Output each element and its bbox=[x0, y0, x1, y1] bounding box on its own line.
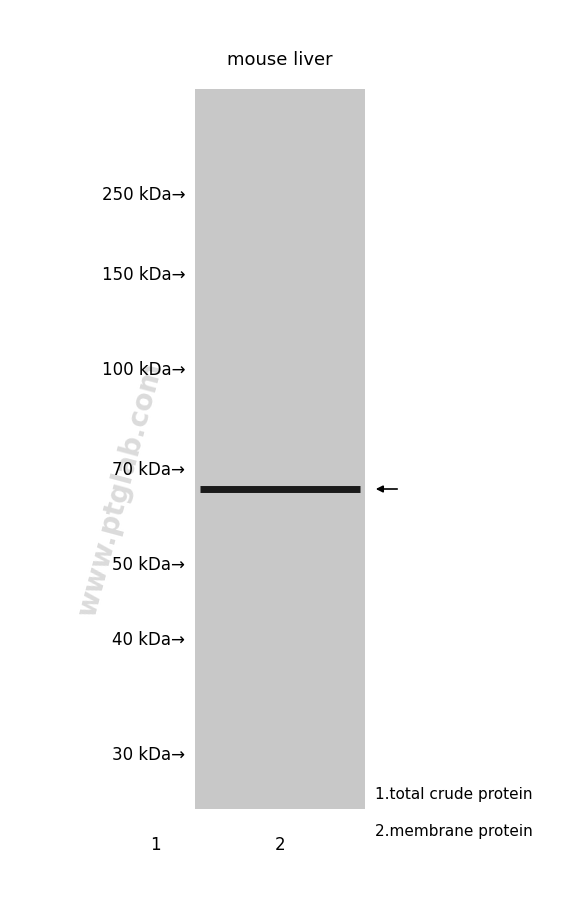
Text: 2.membrane protein: 2.membrane protein bbox=[375, 824, 533, 839]
Text: 30 kDa→: 30 kDa→ bbox=[112, 745, 185, 763]
Text: 1: 1 bbox=[150, 835, 160, 853]
Text: 150 kDa→: 150 kDa→ bbox=[102, 266, 185, 284]
Text: 100 kDa→: 100 kDa→ bbox=[102, 361, 185, 379]
Text: 1.total crude protein: 1.total crude protein bbox=[375, 787, 532, 802]
Bar bbox=[195, 90, 365, 809]
Text: 50 kDa→: 50 kDa→ bbox=[112, 556, 185, 574]
Text: mouse liver: mouse liver bbox=[227, 51, 333, 69]
Text: 2: 2 bbox=[275, 835, 285, 853]
Text: 70 kDa→: 70 kDa→ bbox=[112, 461, 185, 478]
Text: 40 kDa→: 40 kDa→ bbox=[112, 630, 185, 649]
Text: 250 kDa→: 250 kDa→ bbox=[102, 186, 185, 204]
Text: www.ptglab.com: www.ptglab.com bbox=[72, 359, 168, 620]
